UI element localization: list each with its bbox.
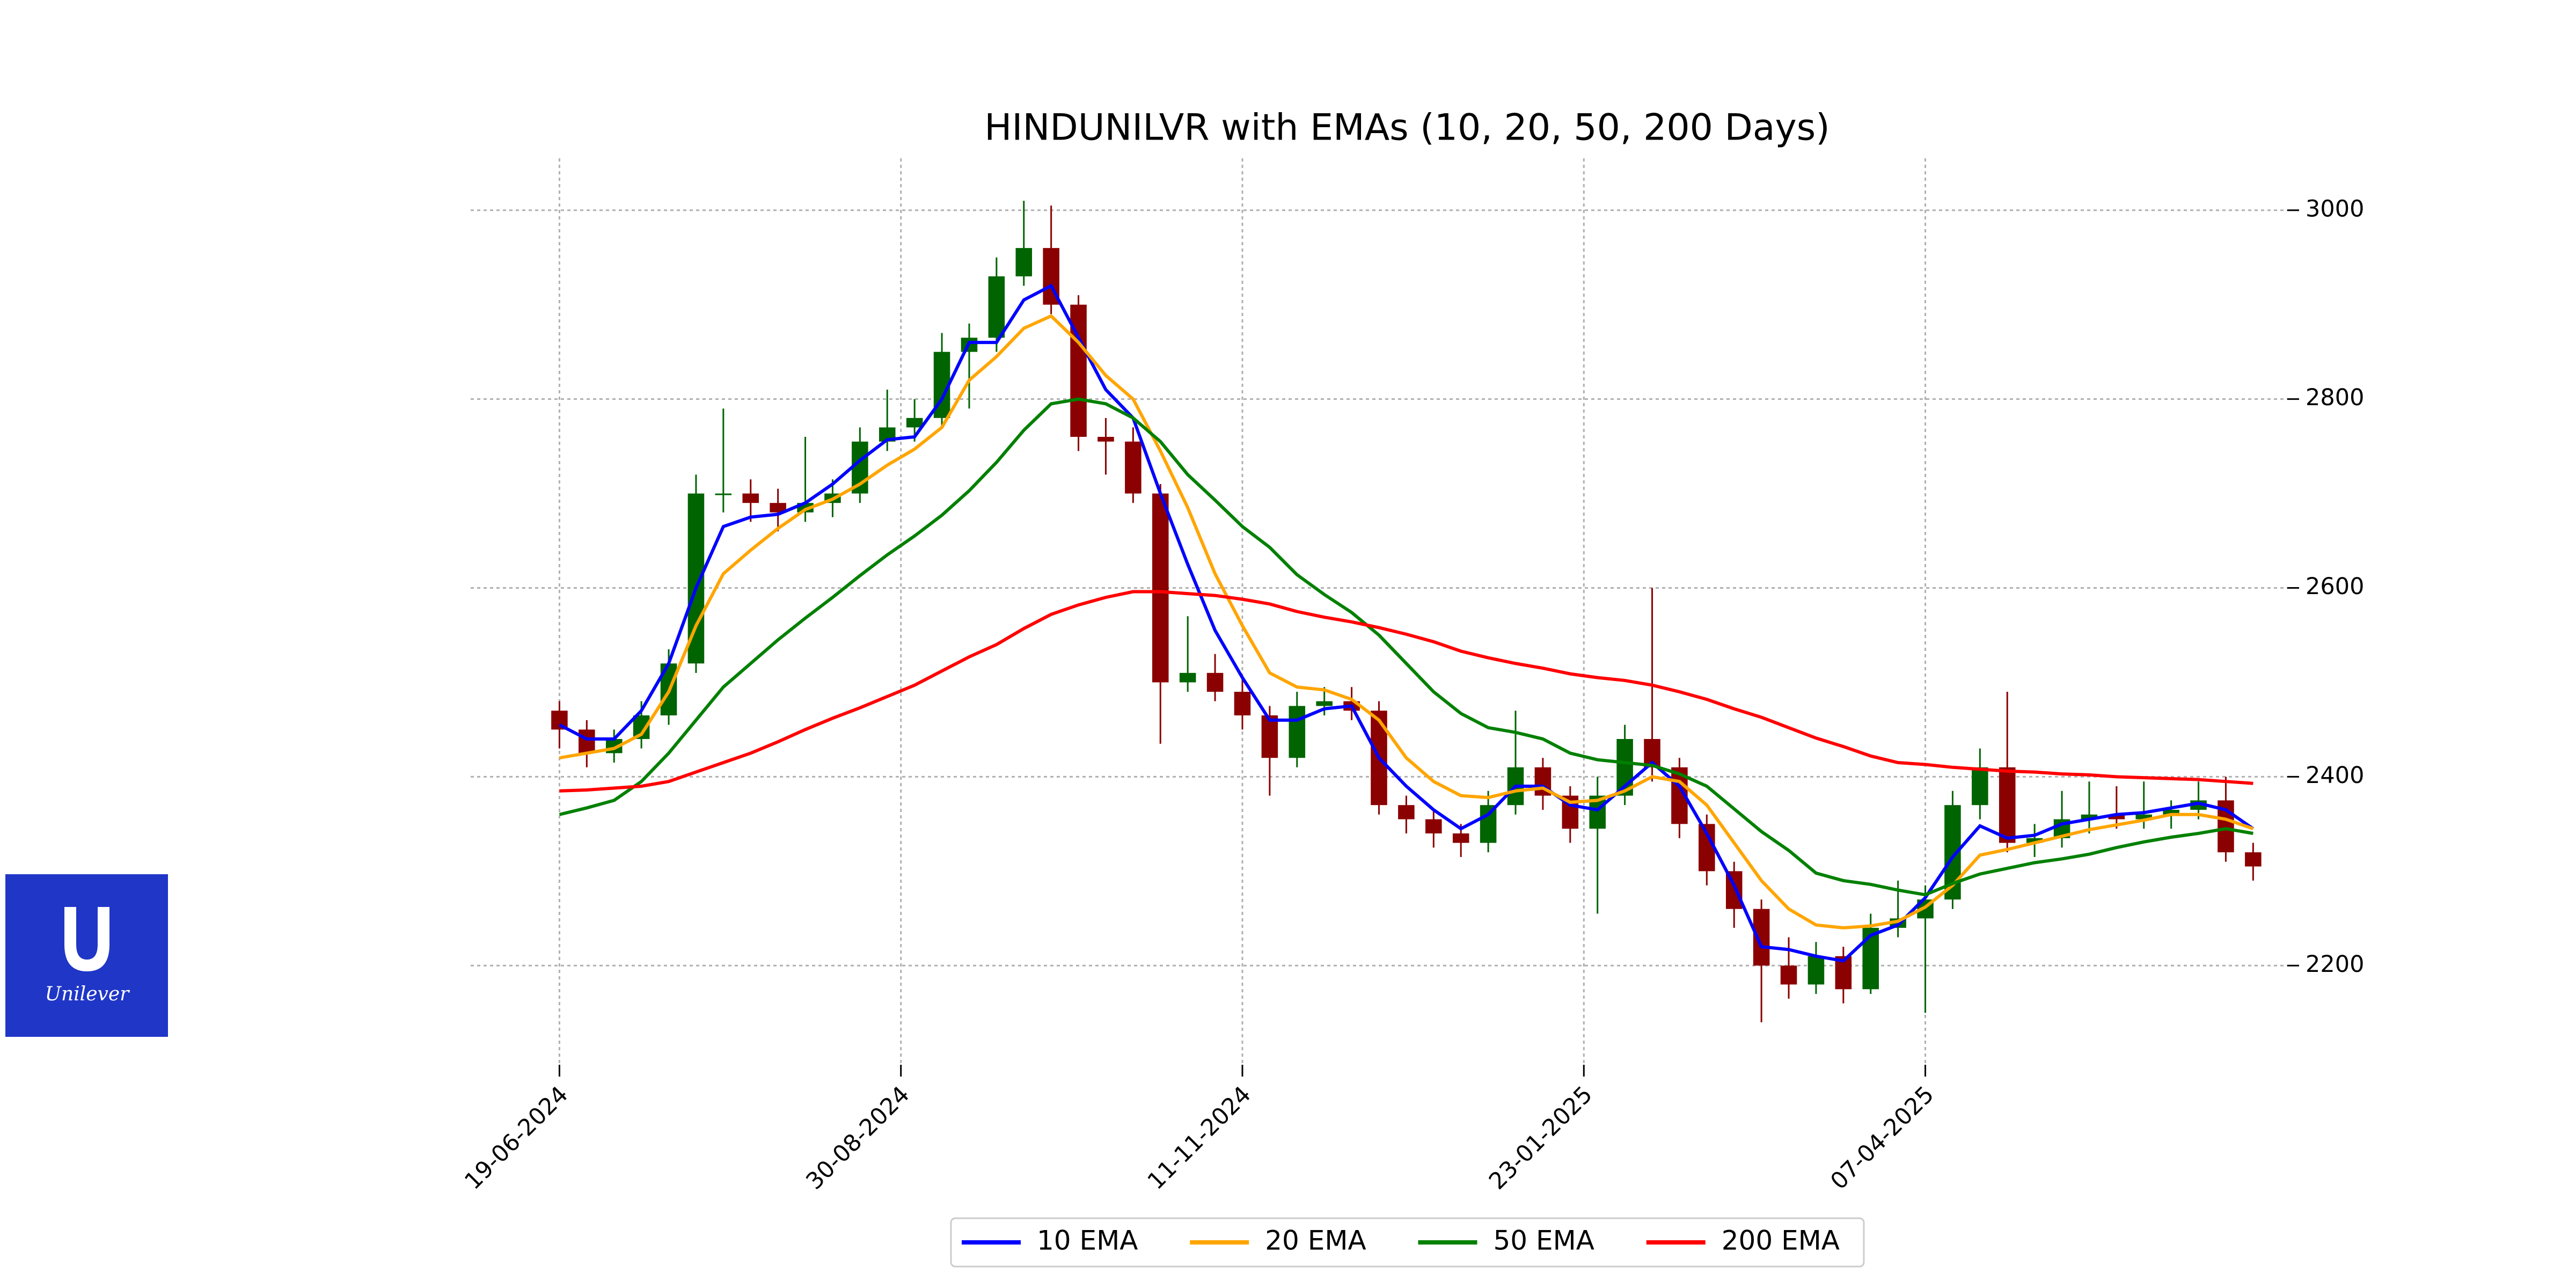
ema-line (559, 397, 2253, 897)
candle-body (1452, 833, 1469, 843)
candle-body (988, 276, 1005, 338)
chart-title: HINDUNILVR with EMAs (10, 20, 50, 200 Da… (984, 107, 1829, 149)
candle-body (906, 418, 923, 428)
x-tick-label: 11-11-2024 (1143, 1081, 1256, 1195)
legend-label: 200 EMA (1722, 1225, 1840, 1256)
candle-body (1972, 767, 1988, 806)
candle-body (1179, 672, 1196, 683)
legend-label: 50 EMA (1494, 1225, 1594, 1256)
candle-body (1261, 715, 1278, 758)
candle-body (2135, 814, 2153, 819)
candle-body (1206, 672, 1224, 692)
candle-body (1999, 767, 2016, 843)
x-tick-label: 23-01-2025 (1484, 1081, 1598, 1195)
y-tick-label: 2200 (2306, 951, 2364, 978)
candle-body (1425, 819, 1442, 833)
candle-body (1780, 965, 1797, 985)
y-tick-label: 3000 (2306, 195, 2364, 222)
logo: Unilever (5, 874, 168, 1037)
candle-body (1807, 956, 1825, 985)
candle-body (1862, 927, 1879, 990)
candle-body (715, 493, 732, 495)
y-tick-label: 2600 (2306, 573, 2364, 600)
candle-body (1289, 706, 1306, 758)
candle-body (2108, 814, 2125, 819)
candle-body (1152, 493, 1169, 683)
candle-body (1398, 805, 1415, 819)
candle-body (1125, 441, 1141, 494)
logo-background (5, 874, 168, 1037)
candle-body (2245, 852, 2262, 867)
candle-body (1097, 437, 1114, 442)
candle-body (2081, 814, 2098, 819)
y-tick-label: 2800 (2306, 384, 2364, 411)
ema-line (559, 590, 2253, 793)
candle-body (1316, 701, 1333, 706)
legend-box (950, 1217, 1865, 1268)
y-tick-label: 2400 (2306, 762, 2364, 789)
candle-body (2026, 838, 2043, 843)
legend: 10 EMA 20 EMA 50 EMA 200 EMA (950, 1217, 1865, 1268)
x-tick-label: 30-08-2024 (801, 1081, 915, 1195)
x-tick-label: 19-06-2024 (459, 1081, 573, 1195)
candle-body (2163, 809, 2179, 815)
candle-body (579, 729, 595, 753)
candle-body (742, 493, 759, 503)
legend-label: 10 EMA (1037, 1225, 1138, 1256)
ema-line (559, 314, 2254, 930)
logo-text: Unilever (45, 983, 130, 1005)
candle-body (1015, 248, 1033, 276)
ema-line (559, 283, 2255, 963)
candle-body (1234, 692, 1251, 716)
candle-body (770, 503, 786, 513)
candle-body (1480, 805, 1497, 843)
x-tick-label: 07-04-2025 (1825, 1081, 1939, 1195)
logo-icon (64, 907, 109, 971)
legend-label: 20 EMA (1265, 1225, 1366, 1256)
